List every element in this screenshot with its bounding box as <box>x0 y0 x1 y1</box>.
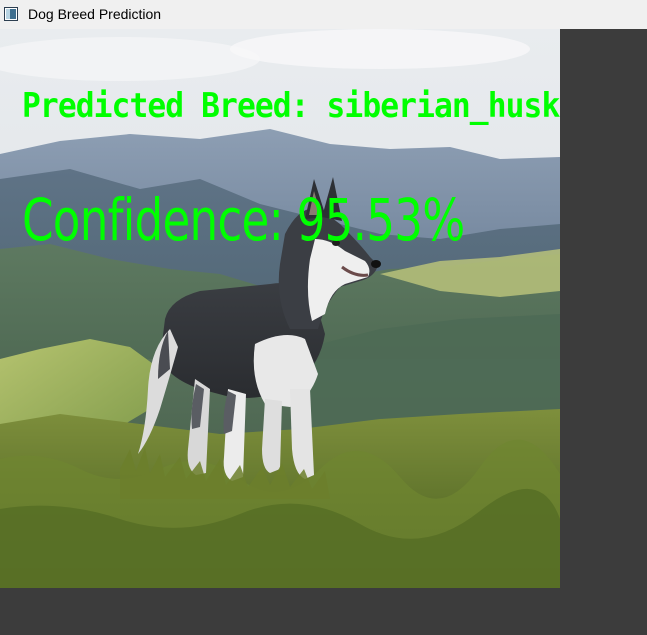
window-background-bottom <box>0 588 647 635</box>
title-bar[interactable]: Dog Breed Prediction <box>0 0 647 29</box>
husky-photo <box>0 29 560 588</box>
confidence-text: Confidence: 95.53% <box>22 186 465 254</box>
window-background-right <box>560 29 647 588</box>
window-app-icon <box>4 7 18 21</box>
predicted-breed-text: Predicted Breed: siberian_husky <box>22 86 560 126</box>
prediction-image: Predicted Breed: siberian_husky Confiden… <box>0 29 560 588</box>
window-title: Dog Breed Prediction <box>28 6 162 22</box>
